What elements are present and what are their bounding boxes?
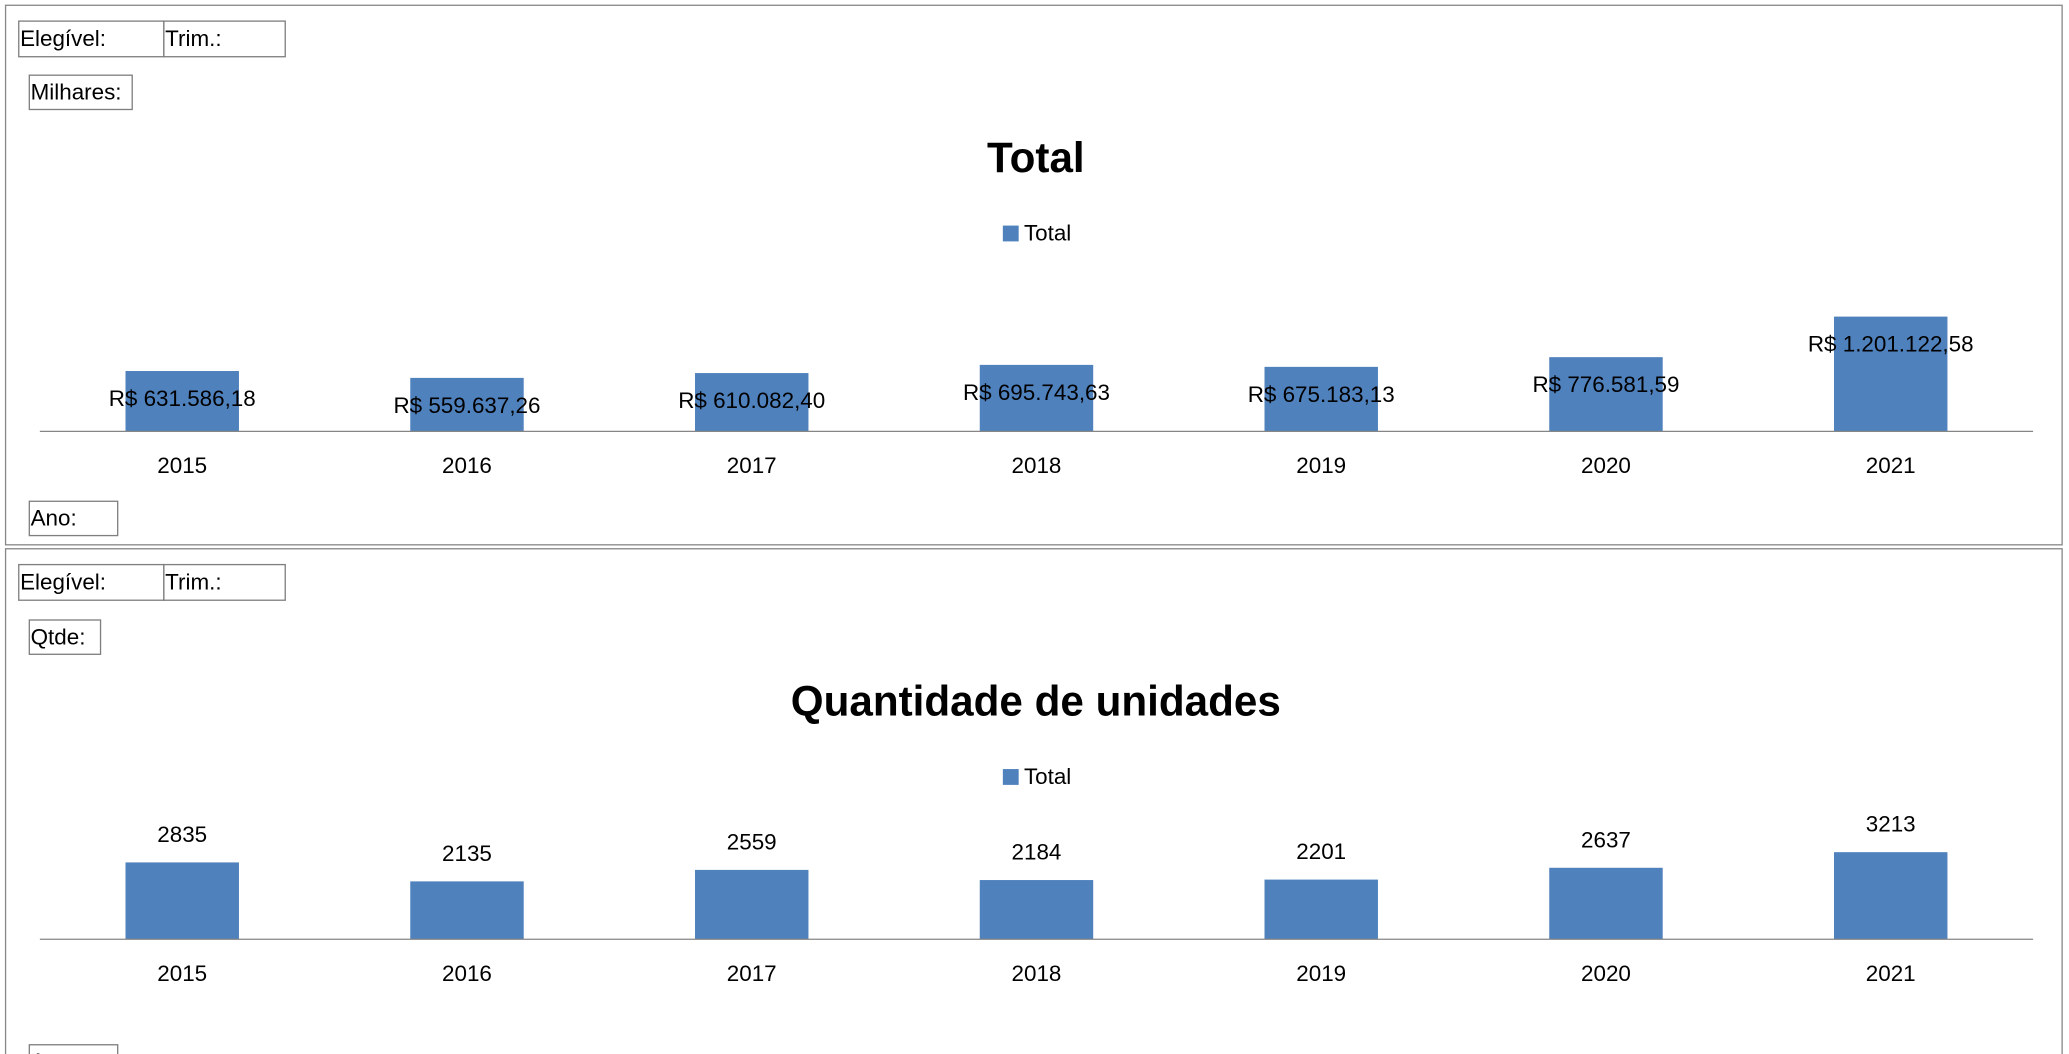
x-tick-label: 2017	[727, 453, 777, 478]
field-button-label: Elegível:	[20, 26, 106, 51]
x-tick-label: 2016	[442, 453, 492, 478]
field-button[interactable]	[28, 1044, 119, 1054]
field-button[interactable]	[28, 74, 133, 111]
x-tick-label: 2018	[1012, 453, 1062, 478]
x-tick-label: 2017	[727, 961, 777, 986]
chart-border	[4, 4, 2063, 546]
x-tick-label: 2020	[1581, 453, 1631, 478]
bar	[125, 371, 239, 432]
data-label: R$ 1.201.122,58	[1808, 332, 1974, 357]
legend-swatch	[1002, 769, 1019, 785]
chart-title: Total	[987, 134, 1085, 181]
field-button[interactable]	[28, 619, 102, 655]
legend-label: Total	[1024, 764, 1071, 789]
bar	[979, 880, 1094, 940]
bar	[695, 373, 809, 432]
data-label: 2637	[1581, 827, 1631, 852]
x-tick-label: 2020	[1581, 961, 1631, 986]
x-tick-label: 2015	[157, 961, 207, 986]
chart-title: Quantidade de unidades	[791, 678, 1281, 725]
field-button[interactable]	[163, 563, 286, 601]
data-label: R$ 675.183,13	[1248, 382, 1395, 407]
data-label: 3213	[1866, 812, 1916, 837]
data-label: R$ 776.581,59	[1532, 372, 1679, 397]
chart-border	[4, 548, 2063, 1054]
bar	[1549, 867, 1663, 940]
bar	[410, 377, 524, 432]
bar	[1264, 879, 1378, 940]
x-tick-label: 2018	[1012, 961, 1062, 986]
bar	[979, 364, 1094, 432]
data-label: R$ 695.743,63	[963, 380, 1110, 405]
x-tick-label: 2019	[1296, 961, 1346, 986]
data-label: 2184	[1012, 840, 1062, 865]
bar	[410, 881, 524, 940]
data-label: 2835	[157, 822, 207, 847]
data-label: R$ 610.082,40	[678, 388, 825, 413]
field-button-label: Milhares:	[31, 80, 122, 105]
field-button[interactable]	[163, 20, 286, 58]
field-button-label: Ano:	[31, 506, 77, 531]
x-tick-label: 2021	[1866, 961, 1916, 986]
field-button-label: Ano:	[31, 1049, 77, 1054]
legend-label: Total	[1024, 221, 1071, 246]
bar	[1833, 316, 1948, 432]
data-label: R$ 631.586,18	[109, 386, 256, 411]
field-button[interactable]	[18, 20, 165, 58]
data-label: 2201	[1296, 839, 1346, 864]
field-button[interactable]	[28, 500, 119, 537]
data-label: 2135	[442, 841, 492, 866]
x-tick-label: 2021	[1866, 453, 1916, 478]
x-tick-label: 2016	[442, 961, 492, 986]
bar	[125, 862, 239, 940]
x-tick-label: 2019	[1296, 453, 1346, 478]
field-button-label: Qtde:	[31, 624, 86, 649]
bar	[1549, 357, 1663, 432]
field-button-label: Elegível:	[20, 570, 106, 595]
field-button-label: Trim.:	[165, 26, 221, 51]
data-label: R$ 559.637,26	[393, 393, 540, 418]
x-tick-label: 2015	[157, 453, 207, 478]
field-button[interactable]	[18, 563, 165, 601]
bar	[1833, 852, 1948, 940]
bar	[1264, 366, 1378, 432]
data-label: 2559	[727, 829, 777, 854]
bar	[695, 869, 809, 940]
legend-swatch	[1002, 225, 1019, 242]
field-button-label: Trim.:	[165, 570, 221, 595]
